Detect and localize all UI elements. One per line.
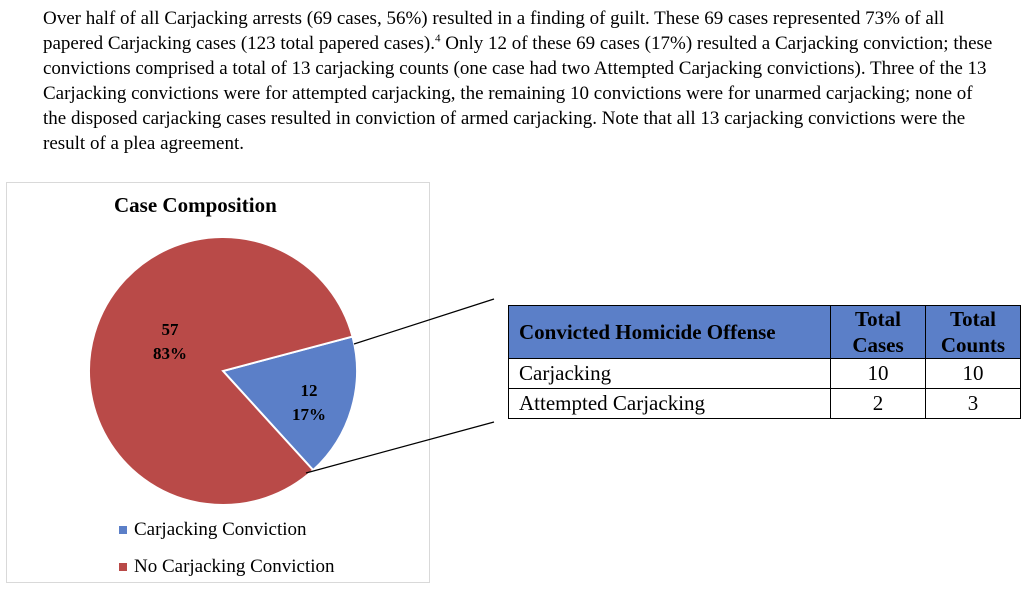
pie-label-value: 12 <box>301 381 318 400</box>
legend-label-no-carjacking-conviction: No Carjacking Conviction <box>134 556 335 577</box>
header-total-counts-line2: Counts <box>940 333 1006 357</box>
legend-item-no-carjacking-conviction: No Carjacking Conviction <box>119 556 335 578</box>
header-offense: Convicted Homicide Offense <box>508 305 831 359</box>
header-total-cases: Total Cases <box>830 305 926 359</box>
row-offense: Carjacking <box>508 358 831 389</box>
pie-chart-frame: Case Composition 12 17% 57 83% Carjacking C… <box>6 182 430 583</box>
pie-label-value: 57 <box>162 320 180 339</box>
pie-label-percent: 17% <box>292 405 326 424</box>
pie-slice-no-carjacking-conviction <box>88 236 354 506</box>
paragraph-text-2: Only 12 of these 69 cases (17%) resulted… <box>43 33 993 154</box>
paragraph-text-1: Over half of all Carjacking arrests (69 … <box>43 8 945 54</box>
legend-label-carjacking-conviction: Carjacking Conviction <box>134 519 307 540</box>
header-total-counts-line1: Total <box>950 307 996 331</box>
legend-swatch-carjacking-conviction <box>119 526 127 534</box>
convictions-table: Convicted Homicide Offense Total Cases To… <box>508 305 1021 419</box>
pie-label-percent: 83% <box>153 344 187 363</box>
row-cases: 10 <box>830 358 926 389</box>
table-row: Carjacking 10 10 <box>508 358 1021 389</box>
legend-swatch-no-carjacking-conviction <box>119 563 127 571</box>
row-offense: Attempted Carjacking <box>508 388 831 419</box>
row-cases: 2 <box>830 388 926 419</box>
body-paragraph: Over half of all Carjacking arrests (69 … <box>43 6 993 156</box>
legend-item-carjacking-conviction: Carjacking Conviction <box>119 519 307 541</box>
table-header-row: Convicted Homicide Offense Total Cases To… <box>508 305 1021 359</box>
header-total-cases-line1: Total <box>855 307 901 331</box>
row-counts: 3 <box>925 388 1021 419</box>
chart-title: Case Composition <box>114 193 277 217</box>
row-counts: 10 <box>925 358 1021 389</box>
header-total-counts: Total Counts <box>925 305 1021 359</box>
table-row: Attempted Carjacking 2 3 <box>508 388 1021 419</box>
header-total-cases-line2: Cases <box>852 333 904 357</box>
footnote-marker: 4 <box>434 32 441 45</box>
